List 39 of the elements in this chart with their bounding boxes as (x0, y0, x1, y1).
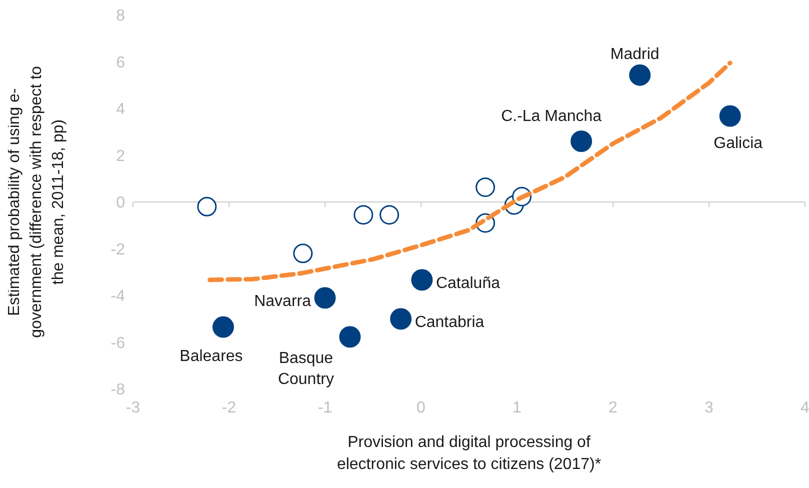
y-tick-label: -8 (110, 382, 126, 399)
y-tick-label: 4 (116, 101, 126, 118)
point (390, 308, 412, 330)
annotation: Baleares (180, 348, 243, 366)
x-tick-label: -3 (126, 399, 140, 416)
x-tick-label: -2 (222, 399, 236, 416)
point (314, 287, 336, 309)
point (212, 316, 234, 338)
point (380, 205, 400, 225)
x-tick-label: 0 (416, 399, 426, 416)
annotation: Madrid (610, 46, 660, 64)
point (197, 196, 217, 216)
point (411, 269, 433, 291)
point (339, 326, 361, 348)
annotation: C.-La Mancha (501, 108, 602, 126)
point (570, 130, 592, 152)
y-tick-label: 0 (116, 194, 126, 212)
x-tick-label: 4 (800, 399, 809, 416)
point (476, 178, 496, 198)
y-tick-label: 2 (116, 148, 126, 165)
x-tick-label: 2 (608, 399, 618, 416)
y-tick-label: 6 (116, 54, 126, 72)
annotation: Basque Country (278, 350, 334, 388)
annotation: Cantabria (414, 314, 484, 331)
x-axis-title: Provision and digital processing of electronic services to citizens (2017)* (336, 434, 602, 473)
point (629, 64, 651, 86)
annotation: Galicia (714, 134, 763, 152)
y-tick-label: 8 (116, 8, 126, 25)
annotation: Navarra (254, 292, 312, 310)
point (293, 244, 313, 264)
x-tick-label: -1 (318, 399, 332, 416)
y-tick-label: -4 (110, 288, 126, 306)
y-tick-label: -2 (110, 241, 126, 258)
x-tick-label: 3 (704, 399, 714, 416)
point (719, 105, 741, 127)
y-tick-label: -6 (110, 334, 126, 352)
x-tick-label: 1 (512, 399, 522, 416)
annotation: Cataluña (436, 274, 500, 292)
point (354, 205, 374, 225)
